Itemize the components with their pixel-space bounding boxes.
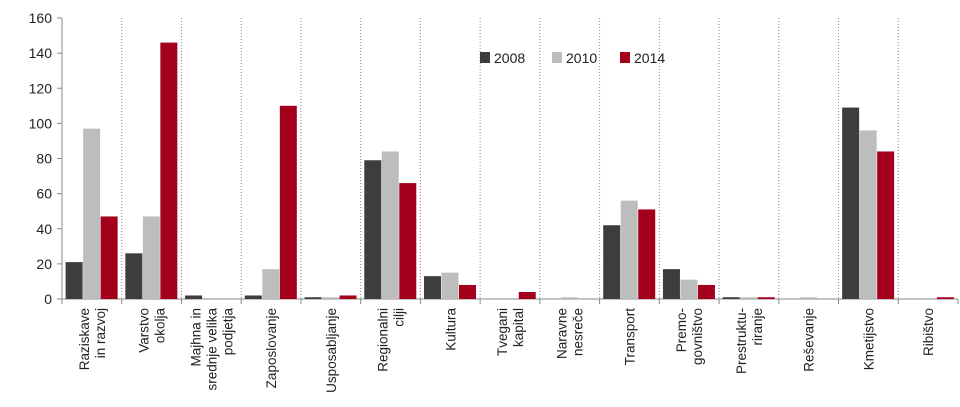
bar — [339, 295, 357, 299]
category-label: Naravne — [555, 308, 570, 359]
bar — [877, 151, 895, 299]
legend-label: 2010 — [566, 50, 597, 66]
category-label: Majhna in — [188, 308, 203, 367]
category-label: Reševanje — [802, 308, 817, 372]
bar — [125, 253, 143, 299]
y-tick-label: 20 — [36, 256, 52, 272]
bar — [381, 151, 399, 299]
category-label: podjetja — [220, 308, 235, 356]
bar — [399, 183, 417, 299]
bar — [322, 297, 340, 299]
y-tick-label: 40 — [36, 221, 52, 237]
y-tick-label: 140 — [29, 45, 53, 61]
category-label: riranje — [750, 308, 765, 346]
bar — [441, 272, 459, 299]
bar — [185, 295, 203, 299]
category-label: Tvegani — [495, 308, 510, 356]
category-label: cilji — [392, 308, 407, 327]
y-tick-label: 0 — [44, 291, 52, 307]
bar — [65, 262, 83, 299]
grid-lines — [121, 18, 899, 299]
bar — [304, 297, 322, 299]
category-label: Prestruktu- — [734, 308, 749, 374]
bar — [142, 216, 160, 299]
category-label: Varstvo — [137, 308, 152, 353]
legend-swatch — [620, 52, 630, 63]
bar — [842, 107, 860, 299]
category-label: Zaposlovanje — [264, 308, 279, 388]
bar — [620, 200, 638, 299]
bar — [936, 297, 954, 299]
y-tick-label: 60 — [36, 186, 52, 202]
bar — [662, 269, 680, 299]
bar — [722, 297, 740, 299]
bar — [160, 42, 178, 300]
bar — [697, 284, 715, 299]
category-label: Kmetijstvo — [861, 308, 876, 370]
category-label: kapital — [511, 308, 526, 347]
category-label: okolja — [153, 308, 168, 344]
bar — [560, 297, 578, 299]
category-label: Ribištvo — [921, 308, 936, 356]
category-label: Transport — [622, 308, 637, 366]
bar — [279, 105, 297, 299]
bars — [65, 42, 954, 300]
category-label: Usposabljanje — [324, 308, 339, 393]
bar — [518, 291, 536, 299]
y-tick-label: 100 — [29, 115, 53, 131]
bar — [757, 297, 775, 299]
category-label: Kultura — [443, 308, 458, 351]
bar — [364, 160, 382, 299]
legend-swatch — [480, 52, 490, 63]
bar — [638, 209, 656, 299]
y-tick-label: 80 — [36, 151, 52, 167]
category-labels: Raziskave in razvoj Varstvo okolja Majhna in… — [77, 308, 936, 393]
legend-label: 2014 — [634, 50, 665, 66]
bar — [603, 225, 621, 299]
bar — [859, 130, 877, 299]
y-tick-label: 160 — [29, 10, 53, 26]
category-label: Raziskave — [77, 308, 92, 370]
legend-swatch — [552, 52, 562, 63]
bar — [799, 297, 817, 299]
bar — [680, 279, 698, 299]
bar — [244, 295, 262, 299]
bar — [740, 297, 758, 299]
y-tick-label: 120 — [29, 80, 53, 96]
y-tick-labels: 0 20 40 60 80 100 120 140 160 — [29, 10, 53, 307]
category-label: in razvoj — [93, 308, 108, 358]
category-label: govništvo — [690, 308, 705, 365]
bar — [262, 269, 280, 299]
bar — [100, 216, 118, 299]
bar — [459, 284, 477, 299]
bar — [83, 128, 101, 299]
category-label: Premo- — [674, 308, 689, 352]
bar — [424, 276, 442, 299]
category-label: nesreče — [571, 308, 586, 356]
category-label: Regionalni — [376, 308, 391, 372]
legend-label: 2008 — [494, 50, 525, 66]
legend: 2008 2010 2014 — [480, 50, 665, 66]
category-label: srednje velika — [204, 308, 219, 391]
